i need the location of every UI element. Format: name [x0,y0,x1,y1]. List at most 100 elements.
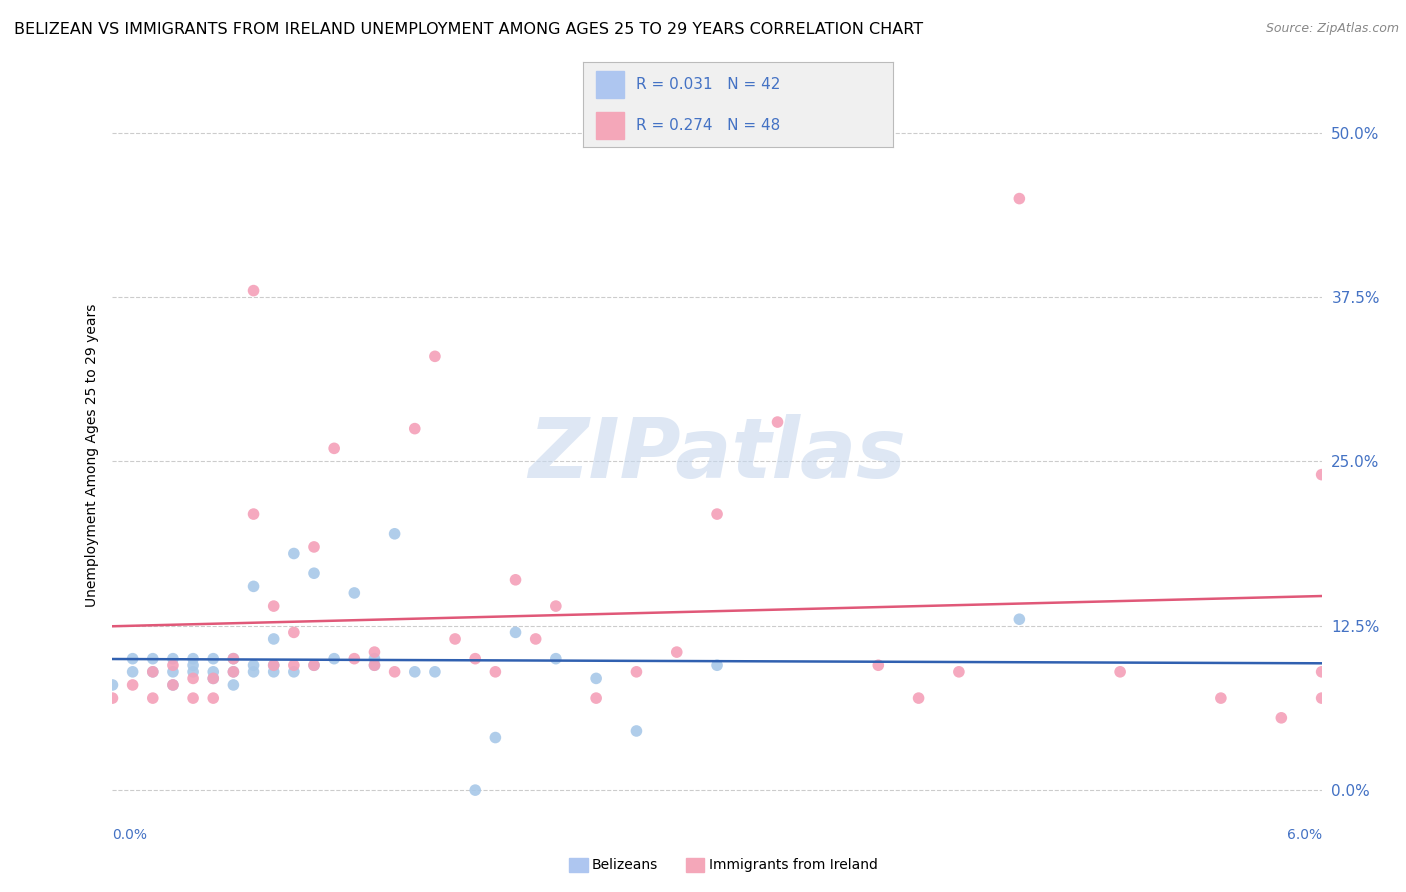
FancyBboxPatch shape [596,71,624,98]
Point [302,540,325,554]
Point [242,658,264,673]
Point [505,625,527,640]
Point [283,625,305,640]
Point [242,507,264,521]
Point [404,665,426,679]
Point [766,415,789,429]
Point [544,651,567,665]
Point [283,658,305,673]
Point [363,645,385,659]
Point [423,349,446,363]
Text: R = 0.274   N = 48: R = 0.274 N = 48 [636,118,780,133]
Point [706,658,728,673]
Point [242,284,264,298]
Text: 0.0%: 0.0% [112,829,148,842]
Point [263,599,285,613]
Point [868,658,890,673]
Point [706,507,728,521]
Point [665,645,688,659]
Point [363,651,385,665]
Text: BELIZEAN VS IMMIGRANTS FROM IRELAND UNEMPLOYMENT AMONG AGES 25 TO 29 YEARS CORRE: BELIZEAN VS IMMIGRANTS FROM IRELAND UNEM… [14,22,924,37]
Point [384,526,406,541]
Point [404,422,426,436]
Point [1270,711,1292,725]
Point [544,599,567,613]
Point [162,665,184,679]
Point [121,678,143,692]
Point [162,658,184,673]
Point [626,665,648,679]
Point [343,586,366,600]
Point [1008,192,1031,206]
Point [222,665,245,679]
Point [384,665,406,679]
Point [101,691,124,706]
Point [101,678,124,692]
Text: Source: ZipAtlas.com: Source: ZipAtlas.com [1265,22,1399,36]
Point [323,651,346,665]
Point [181,672,204,686]
Point [142,691,165,706]
Text: Immigrants from Ireland: Immigrants from Ireland [709,858,877,872]
Point [162,651,184,665]
Point [202,672,225,686]
Point [1310,467,1333,482]
Point [505,573,527,587]
Text: 6.0%: 6.0% [1286,829,1322,842]
Point [263,665,285,679]
Point [202,665,225,679]
Point [484,665,506,679]
Point [423,665,446,679]
Point [222,665,245,679]
FancyBboxPatch shape [596,112,624,139]
Point [585,691,607,706]
Point [162,678,184,692]
Point [302,658,325,673]
Point [363,658,385,673]
Point [1310,691,1333,706]
Text: Belizeans: Belizeans [592,858,658,872]
Point [263,632,285,646]
Point [524,632,547,646]
Point [585,672,607,686]
Point [142,665,165,679]
Point [162,678,184,692]
Text: R = 0.031   N = 42: R = 0.031 N = 42 [636,77,780,92]
Point [181,651,204,665]
Point [484,731,506,745]
Point [181,658,204,673]
Point [142,665,165,679]
Point [363,658,385,673]
Point [1109,665,1132,679]
Point [242,665,264,679]
Point [121,665,143,679]
Point [323,442,346,456]
Point [222,678,245,692]
Point [444,632,467,646]
Point [222,651,245,665]
Point [222,651,245,665]
Point [181,691,204,706]
Point [948,665,970,679]
Point [626,723,648,738]
Point [283,547,305,561]
Point [283,665,305,679]
Point [302,658,325,673]
Point [907,691,929,706]
Point [464,783,486,797]
Point [1310,665,1333,679]
Point [242,579,264,593]
Point [142,651,165,665]
Y-axis label: Unemployment Among Ages 25 to 29 years: Unemployment Among Ages 25 to 29 years [84,303,98,607]
Point [1209,691,1232,706]
Point [1008,612,1031,626]
Point [343,651,366,665]
Point [302,566,325,581]
Point [202,651,225,665]
Point [202,691,225,706]
Point [121,651,143,665]
Point [464,651,486,665]
Point [263,658,285,673]
Point [263,658,285,673]
Text: ZIPatlas: ZIPatlas [529,415,905,495]
